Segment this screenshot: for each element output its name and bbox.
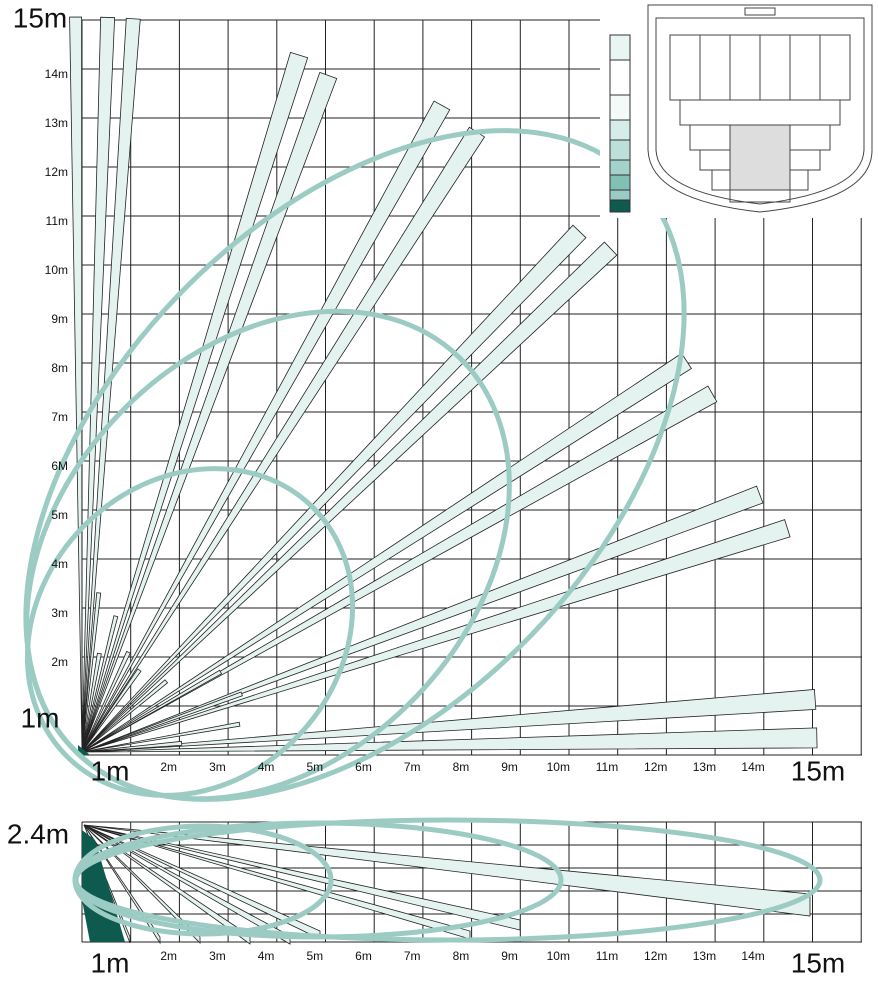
y-label: 2m [51,655,68,669]
x-label: 4m [258,949,275,963]
y-label: 1m [21,702,60,733]
beam [81,519,791,753]
x-label: 6m [355,760,372,774]
beam [81,241,618,753]
x-label: 1m [91,947,130,978]
beam [81,740,183,753]
y-label: 5m [51,508,68,522]
beam [83,824,291,945]
x-label: 15m [791,755,845,786]
x-label: 1m [91,755,130,786]
beam [81,691,243,753]
y-label: 13m [45,116,68,130]
beam [83,824,471,940]
beam [69,16,83,753]
x-label: 8m [453,949,470,963]
x-label: 12m [644,949,667,963]
beam [83,824,251,945]
beam [81,669,223,753]
beam [81,385,718,753]
x-label: 4m [258,760,275,774]
x-label: 11m [596,760,618,774]
floor-plan [647,4,873,213]
x-label: 11m [596,949,618,963]
beam [81,615,119,753]
x-label: 14m [741,760,764,774]
top-view-beams [69,16,818,755]
x-label: 9m [501,760,518,774]
loop-near [24,466,356,798]
y-label: 14m [45,67,68,81]
x-label: 2m [160,949,177,963]
y-label: 6M [51,459,68,473]
top-view-labels: 15m 14m 13m 12m 11m 10m 9m 8m 7m 6M 5m 4m 3m 2m 1m 1m 2m… [13,2,845,786]
x-label: 5m [306,760,323,774]
x-label: 8m [453,760,470,774]
beam [83,824,811,917]
beam [81,721,241,753]
beam [81,689,817,753]
beam [81,592,102,753]
y-label: 12m [45,165,68,179]
x-label: 7m [404,949,421,963]
beam [81,485,764,753]
y-label: 4m [51,557,68,571]
side-loop-near [72,823,334,937]
beam [81,652,102,753]
x-label: 13m [693,760,716,774]
x-label: 3m [209,949,226,963]
inset [600,0,878,218]
x-label: 3m [209,760,226,774]
x-label: 6m [355,949,372,963]
beam [83,824,521,931]
x-label: 9m [501,949,518,963]
legend-bar [609,34,631,213]
x-label: 14m [741,949,764,963]
y-label: 9m [51,312,68,326]
x-label: 15m [791,947,845,978]
y-label: 8m [51,361,68,375]
y-label: 3m [51,606,68,620]
side-loop-far [73,817,823,943]
beam [81,727,818,753]
beam [81,668,142,753]
y-label: 11m [46,214,68,228]
y-label: 15m [13,2,67,33]
beam [81,679,169,753]
y-label: 7m [51,410,68,424]
beam [81,650,131,753]
beam [81,71,338,753]
x-label: 10m [547,949,570,963]
height-label: 2.4m [7,818,69,849]
x-label: 12m [644,760,667,774]
x-label: 7m [404,760,421,774]
side-view-labels: 2.4m 1m 2m 3m 4m 5m 6m 7m 8m 9m 10m 11m 12m 13m 14m 15m [7,818,845,978]
loop-mid [24,308,512,802]
y-label: 10m [45,263,68,277]
x-label: 2m [160,760,177,774]
origin-wedge [78,745,90,755]
x-label: 13m [693,949,716,963]
x-label: 10m [547,760,570,774]
beam [81,100,451,753]
x-label: 5m [306,949,323,963]
side-view-coverage-loops [72,817,823,943]
beam [81,16,116,753]
beam [81,352,692,753]
